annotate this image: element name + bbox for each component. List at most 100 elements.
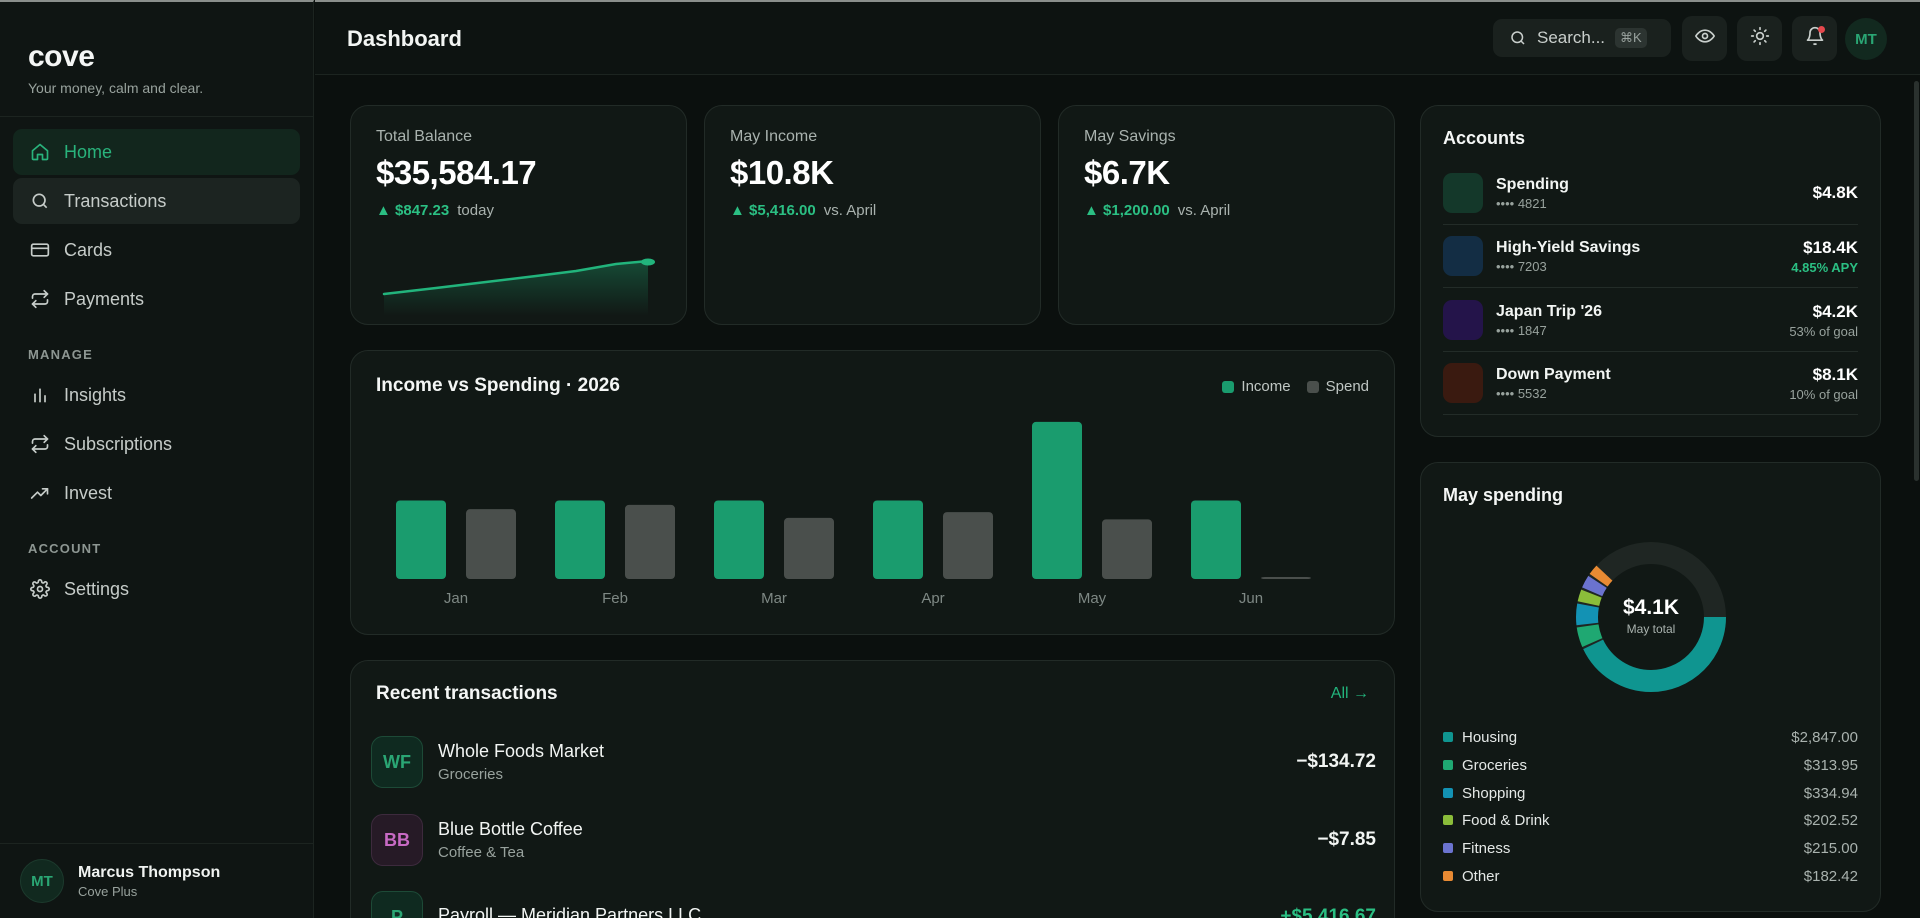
donut-slice-shopping[interactable] [1576, 542, 1726, 692]
sidebar-nav: Home Transactions Cards Payments MANAGE [0, 117, 313, 612]
visibility-toggle-button[interactable] [1682, 16, 1727, 61]
merchant-category: Groceries [438, 766, 504, 783]
account-name: Japan Trip '26 [1496, 302, 1603, 320]
bar-income-feb[interactable] [555, 500, 605, 579]
account-row[interactable]: Down Payment •••• 5532 $8.1K 10% of goal [1443, 352, 1858, 415]
bar-income-may[interactable] [1032, 421, 1082, 579]
delta-context: today [457, 202, 494, 219]
gear-icon [29, 578, 51, 600]
brand-tagline: Your money, calm and clear. [28, 80, 204, 96]
sidebar-item-invest[interactable]: Invest [13, 470, 300, 516]
category-amount: $334.94 [1803, 784, 1858, 802]
account-balance: $18.4K [1803, 237, 1858, 257]
account-name: Down Payment [1496, 365, 1611, 383]
account-goal-progress: 53% of goal [1789, 323, 1858, 339]
account-swatch [1443, 300, 1483, 340]
bar-spend-mar[interactable] [784, 517, 834, 579]
bar-spend-feb[interactable] [625, 504, 675, 579]
account-number: •••• 5532 [1496, 385, 1547, 401]
bar-spend-apr[interactable] [943, 512, 993, 579]
stat-label: May Savings [1084, 128, 1176, 145]
search-input[interactable]: Search... ⌘K [1493, 19, 1671, 57]
search-shortcut: ⌘K [1615, 28, 1647, 48]
stat-card-savings: May Savings $6.7K ▲ $1,200.00 vs. April [1058, 105, 1395, 325]
category-amount: $182.42 [1803, 867, 1858, 885]
x-tick-label: Jan [444, 590, 468, 607]
category-row[interactable]: Housing $2,847.00 [1443, 725, 1858, 749]
may-spending-card: May spending $4.1K May total Housing $2,… [1420, 462, 1881, 912]
scrollbar-thumb[interactable] [1914, 81, 1919, 481]
repeat-icon [29, 433, 51, 455]
sidebar-item-label: Invest [64, 482, 113, 503]
merchant-category: Coffee & Tea [438, 844, 525, 861]
merchant-name: Blue Bottle Coffee [438, 819, 583, 839]
category-row[interactable]: Groceries $313.95 [1443, 753, 1858, 777]
notifications-button[interactable] [1792, 16, 1837, 61]
search-icon [1509, 29, 1527, 47]
nav-section-manage: MANAGE [28, 347, 93, 362]
bar-spend-jan[interactable] [466, 509, 516, 579]
bar-income-mar[interactable] [714, 500, 764, 579]
home-icon [29, 141, 51, 163]
bar-income-jun[interactable] [1191, 500, 1241, 579]
account-balance: $8.1K [1812, 364, 1858, 384]
sidebar-item-home[interactable]: Home [13, 129, 300, 175]
bar-income-jan[interactable] [396, 500, 446, 579]
card-icon [29, 239, 51, 261]
page-scrollbar[interactable] [1912, 75, 1920, 918]
category-row[interactable]: Fitness $215.00 [1443, 836, 1858, 860]
bar-income-apr[interactable] [873, 500, 923, 579]
account-swatch [1443, 363, 1483, 403]
transaction-row[interactable]: P Payroll — Meridian Partners LLC +$5,41… [371, 887, 1376, 918]
user-profile[interactable]: MT Marcus Thompson Cove Plus [0, 843, 313, 918]
theme-toggle-button[interactable] [1737, 16, 1782, 61]
legend-label: Spend [1325, 378, 1369, 395]
category-row[interactable]: Food & Drink $202.52 [1443, 808, 1858, 832]
sidebar-item-label: Payments [64, 288, 145, 309]
sidebar-item-settings[interactable]: Settings [13, 566, 300, 612]
brand: cove Your money, calm and clear. [0, 2, 313, 117]
page-title: Dashboard [347, 26, 462, 51]
category-name: Housing [1462, 728, 1518, 746]
transaction-amount: +$5,416.67 [1280, 906, 1376, 918]
bar-chart-icon [29, 384, 51, 406]
account-name: Spending [1496, 175, 1569, 193]
merchant-badge: P [371, 891, 423, 918]
account-goal-progress: 10% of goal [1789, 386, 1858, 402]
delta-amount: ▲ $5,416.00 [730, 202, 816, 219]
bar-spend-may[interactable] [1102, 519, 1152, 579]
chart-title: Income vs Spending · 2026 [376, 375, 620, 396]
account-apy: 4.85% APY [1791, 259, 1858, 275]
sidebar-item-insights[interactable]: Insights [13, 372, 300, 418]
brand-logo[interactable]: cove [28, 40, 95, 73]
account-number: •••• 7203 [1496, 258, 1547, 274]
balance-sparkline [382, 258, 655, 316]
bar-spend-jun[interactable] [1261, 577, 1311, 579]
stat-delta: ▲ $1,200.00 vs. April [1084, 202, 1230, 219]
stat-label: May Income [730, 128, 818, 145]
transaction-row[interactable]: WF Whole Foods Market Groceries −$134.72 [371, 732, 1376, 792]
transaction-row[interactable]: BB Blue Bottle Coffee Coffee & Tea −$7.8… [371, 810, 1376, 870]
category-name: Food & Drink [1462, 811, 1550, 829]
category-swatch [1443, 732, 1453, 742]
account-balance: $4.8K [1812, 183, 1858, 202]
category-name: Shopping [1462, 784, 1526, 802]
spending-donut-chart [1576, 542, 1726, 692]
merchant-name: Whole Foods Market [438, 741, 605, 761]
sidebar-item-subscriptions[interactable]: Subscriptions [13, 421, 300, 467]
sidebar-item-cards[interactable]: Cards [13, 227, 300, 273]
x-tick-label: Apr [921, 590, 944, 607]
sidebar-item-payments[interactable]: Payments [13, 276, 300, 322]
category-row[interactable]: Other $182.42 [1443, 864, 1858, 888]
header-avatar[interactable]: MT [1845, 18, 1887, 60]
donut-slice-housing[interactable] [1576, 542, 1726, 692]
account-row[interactable]: High-Yield Savings •••• 7203 $18.4K 4.85… [1443, 225, 1858, 288]
category-row[interactable]: Shopping $334.94 [1443, 781, 1858, 805]
user-plan: Cove Plus [78, 883, 138, 899]
account-row[interactable]: Japan Trip '26 •••• 1847 $4.2K 53% of go… [1443, 289, 1858, 352]
view-all-link[interactable]: All → [1330, 685, 1369, 702]
transactions-title: Recent transactions [376, 683, 558, 704]
user-name: Marcus Thompson [78, 863, 221, 881]
sidebar-item-transactions[interactable]: Transactions [13, 178, 300, 224]
account-row[interactable]: Spending •••• 4821 $4.8K [1443, 162, 1858, 225]
